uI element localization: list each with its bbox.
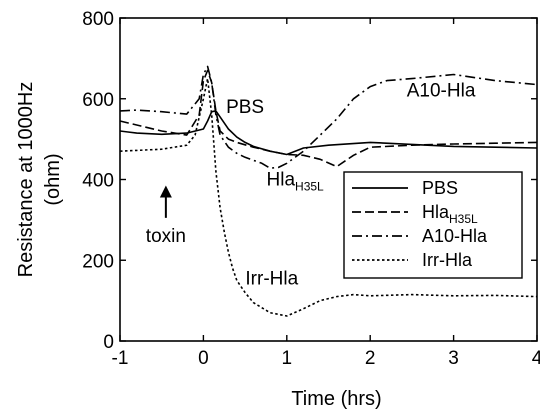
toxin-arrow-head bbox=[159, 185, 172, 198]
series-line-a10-hla bbox=[119, 65, 538, 169]
y-axis-title: Resistance at 1000Hz (ohm) bbox=[15, 82, 64, 278]
legend-label: A10-Hla bbox=[422, 226, 488, 246]
x-tick-label: 1 bbox=[282, 348, 293, 369]
x-tick-label: 2 bbox=[365, 348, 376, 369]
series-line-pbs bbox=[119, 110, 538, 156]
x-tick-label: 3 bbox=[448, 348, 459, 369]
legend-label: PBS bbox=[422, 178, 458, 198]
y-tick-label: 400 bbox=[82, 171, 114, 192]
annotation-toxin: toxin bbox=[146, 226, 186, 247]
x-axis-title: Time (hrs) bbox=[291, 388, 381, 410]
y-axis-title-line2: (ohm) bbox=[42, 153, 64, 205]
annotation-irr-hla: Irr-Hla bbox=[245, 268, 298, 289]
plot-layer bbox=[119, 65, 538, 317]
x-tick-label: -1 bbox=[112, 348, 129, 369]
legend-label: HlaH35L bbox=[422, 202, 478, 226]
y-tick-label: 200 bbox=[82, 251, 114, 272]
y-tick-label: 800 bbox=[82, 9, 114, 30]
annotation-hla-h35l: HlaH35L bbox=[267, 170, 325, 194]
annotation-pbs: PBS bbox=[226, 97, 264, 118]
y-axis-title-line1: Resistance at 1000Hz bbox=[15, 82, 37, 278]
legend-label: Irr-Hla bbox=[422, 250, 473, 270]
x-tick-label: 4 bbox=[532, 348, 540, 369]
x-tick-label: 0 bbox=[198, 348, 209, 369]
series-line-hlah35l bbox=[119, 69, 538, 168]
annotation-layer: PBS A10-Hla Irr-Hla toxin HlaH35L bbox=[146, 81, 476, 290]
y-tick-label: 0 bbox=[103, 332, 114, 353]
annotation-a10-hla: A10-Hla bbox=[407, 81, 476, 102]
y-tick-label: 600 bbox=[82, 90, 114, 111]
